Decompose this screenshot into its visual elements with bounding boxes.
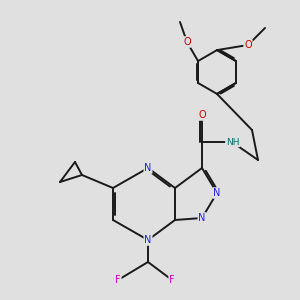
Text: O: O <box>244 40 252 50</box>
Text: F: F <box>169 275 175 285</box>
Text: NH: NH <box>226 137 239 146</box>
Text: N: N <box>213 188 221 198</box>
Text: O: O <box>183 37 191 47</box>
Text: N: N <box>198 213 206 223</box>
Text: N: N <box>144 163 152 173</box>
Text: N: N <box>144 235 152 245</box>
Text: F: F <box>115 275 121 285</box>
Text: O: O <box>198 110 206 120</box>
